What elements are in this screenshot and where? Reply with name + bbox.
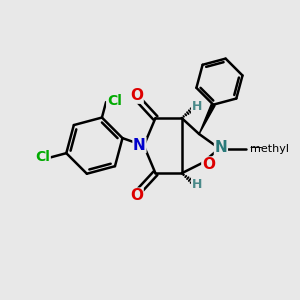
Text: O: O <box>202 157 215 172</box>
Text: H: H <box>192 100 202 113</box>
Text: N: N <box>214 140 227 155</box>
Text: H: H <box>192 178 202 191</box>
Text: Cl: Cl <box>35 150 50 164</box>
Text: O: O <box>130 88 143 103</box>
Text: Cl: Cl <box>107 94 122 108</box>
Text: —: — <box>249 142 262 154</box>
Text: N: N <box>133 138 146 153</box>
Polygon shape <box>199 104 215 134</box>
Text: O: O <box>130 188 143 203</box>
Text: methyl: methyl <box>250 143 289 154</box>
